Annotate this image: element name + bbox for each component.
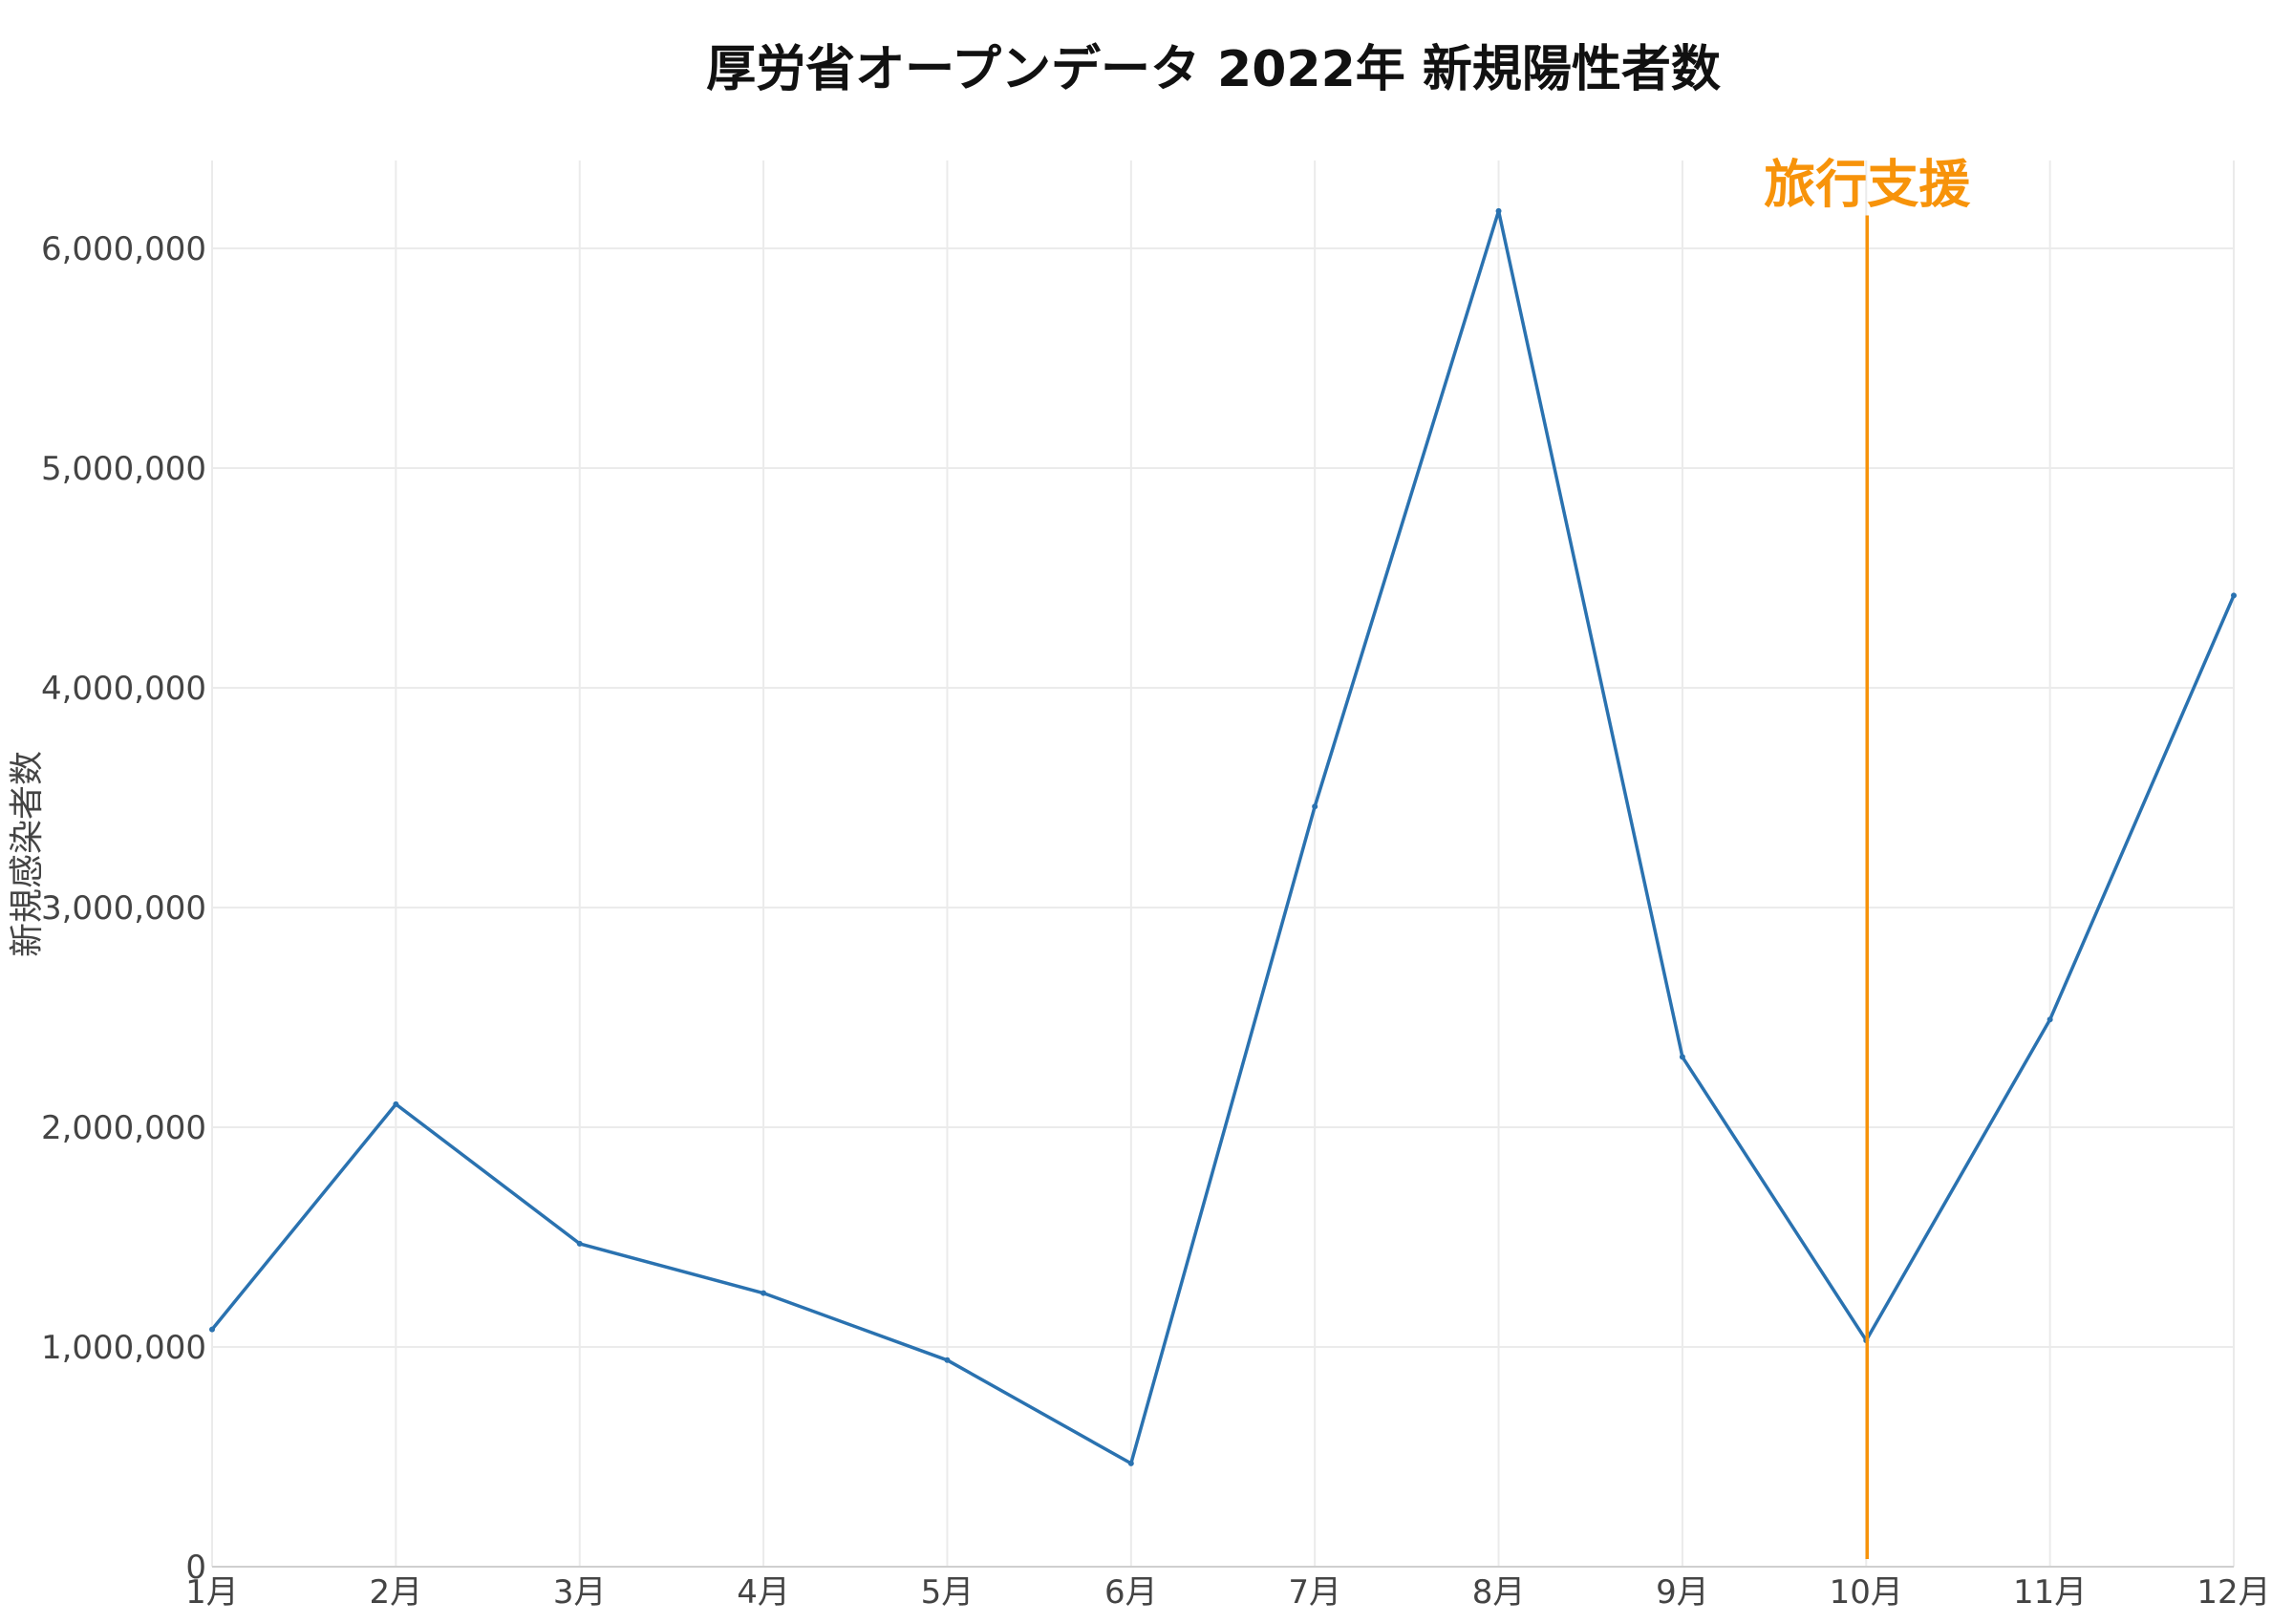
data-point xyxy=(2231,592,2237,599)
y-tick-label: 6,000,000 xyxy=(41,230,206,268)
y-tick-label: 0 xyxy=(185,1549,206,1587)
data-point xyxy=(761,1290,767,1296)
data-point xyxy=(944,1357,951,1363)
y-tick-label: 2,000,000 xyxy=(41,1109,206,1147)
annotation-label: 旅行支援 xyxy=(1764,155,1971,215)
data-point xyxy=(1495,207,1502,214)
x-tick-label: 5月 xyxy=(921,1573,975,1612)
data-point xyxy=(1127,1460,1134,1466)
x-tick-label: 2月 xyxy=(370,1573,423,1612)
x-axis-ticks: 1月 2月 3月 4月 5月 6月 7月 8月 9月 10月 11月 12月 xyxy=(185,1573,2270,1612)
y-tick-label: 4,000,000 xyxy=(41,670,206,708)
series-line xyxy=(210,209,2236,1465)
y-grid xyxy=(212,247,2234,1348)
x-tick-label: 1月 xyxy=(185,1573,239,1612)
x-tick-label: 11月 xyxy=(2013,1573,2087,1612)
data-point xyxy=(1679,1054,1685,1060)
x-tick-label: 8月 xyxy=(1472,1573,1526,1612)
x-tick-label: 10月 xyxy=(1830,1573,1903,1612)
y-tick-label: 1,000,000 xyxy=(41,1329,206,1367)
annotation-layer: 旅行支援 xyxy=(1764,155,1971,1559)
x-grid xyxy=(211,160,2235,1567)
x-tick-label: 7月 xyxy=(1288,1573,1341,1612)
data-point xyxy=(1312,803,1318,810)
x-tick-label: 6月 xyxy=(1104,1573,1158,1612)
x-tick-label: 4月 xyxy=(737,1573,790,1612)
y-tick-label: 3,000,000 xyxy=(41,889,206,928)
data-point xyxy=(209,1326,215,1333)
y-tick-label: 5,000,000 xyxy=(41,450,206,488)
x-tick-label: 3月 xyxy=(553,1573,607,1612)
y-axis-ticks: 0 1,000,000 2,000,000 3,000,000 4,000,000 5,0… xyxy=(41,230,206,1587)
chart-title: 厚労省オープンデータ 2022年 新規陽性者数 xyxy=(706,41,1721,98)
y-axis-label: 新規感染者数 xyxy=(8,751,47,957)
x-tick-label: 9月 xyxy=(1656,1573,1709,1612)
data-point xyxy=(393,1100,399,1107)
data-point xyxy=(2047,1016,2053,1023)
series-layer xyxy=(209,207,2237,1466)
data-point xyxy=(576,1240,583,1247)
x-tick-label: 12月 xyxy=(2197,1573,2270,1612)
